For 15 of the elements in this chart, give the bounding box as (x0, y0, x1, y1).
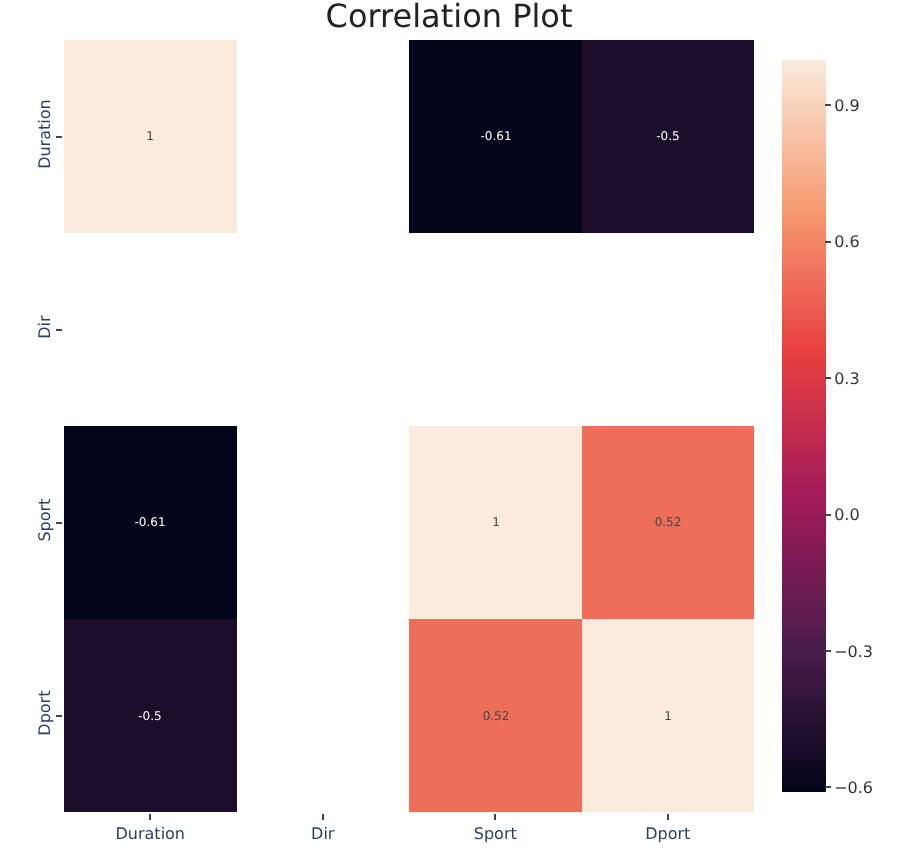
x-tick-label: Sport (473, 825, 517, 844)
y-tick-label: Dport (35, 690, 54, 736)
x-tick-label: Duration (115, 825, 186, 844)
chart-title: Correlation Plot (325, 0, 573, 35)
x-tick-label: Dir (311, 825, 336, 844)
color-bar-label: 0.9 (834, 97, 860, 116)
y-tick-label: Dir (35, 314, 54, 339)
color-bar-label: 0.3 (834, 369, 860, 388)
x-tick-label: Dport (645, 825, 691, 844)
color-bar-label: −0.3 (834, 642, 874, 661)
color-bar-label: 0.6 (834, 233, 860, 252)
y-tick-label: Sport (35, 498, 54, 542)
color-bar-label: 0.0 (834, 506, 860, 525)
y-tick-label: Duration (35, 99, 54, 169)
color-bar-label: −0.6 (834, 779, 874, 798)
